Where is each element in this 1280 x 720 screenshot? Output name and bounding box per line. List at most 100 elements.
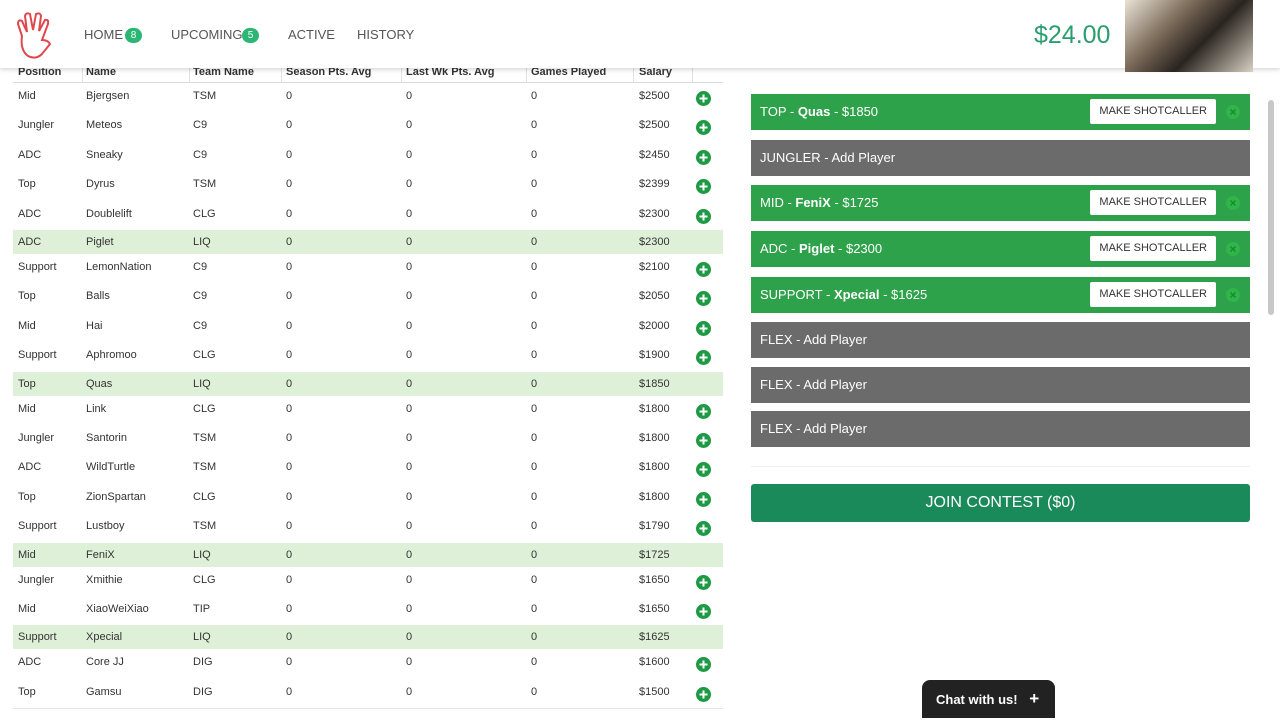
cell: Top xyxy=(18,377,36,390)
add-player-button[interactable] xyxy=(696,350,711,366)
slot-prefix: TOP - xyxy=(760,104,798,119)
remove-player-button[interactable] xyxy=(1226,242,1240,256)
cell: Mid xyxy=(18,603,36,615)
add-player-button[interactable] xyxy=(696,491,711,507)
column-header[interactable]: Salary xyxy=(639,66,673,78)
cell: FeniX xyxy=(86,548,115,561)
join-contest-button[interactable]: JOIN CONTEST ($0) xyxy=(751,484,1250,522)
cell: 0 xyxy=(531,148,538,161)
roster-slot[interactable]: FLEX - Add Player xyxy=(751,367,1250,403)
add-player-button[interactable] xyxy=(696,403,711,419)
chat-widget[interactable]: Chat with us! + xyxy=(922,680,1055,718)
cell: $2100 xyxy=(639,261,670,273)
cell: Mid xyxy=(18,90,36,102)
cell: Doublelift xyxy=(86,207,132,220)
make-shotcaller-button[interactable]: MAKE SHOTCALLER xyxy=(1090,282,1216,307)
cell: Mid xyxy=(18,319,36,332)
add-player-button[interactable] xyxy=(696,208,711,224)
remove-player-button[interactable] xyxy=(1226,196,1240,210)
cell: 0 xyxy=(406,520,413,533)
roster-slot[interactable]: FLEX - Add Player xyxy=(751,411,1250,447)
cell: 0 xyxy=(531,656,538,669)
add-player-button[interactable] xyxy=(696,179,711,195)
player-row xyxy=(13,283,723,314)
player-row xyxy=(13,649,723,680)
cell: ADC xyxy=(18,461,42,474)
nav-item[interactable]: HOME xyxy=(84,27,123,42)
make-shotcaller-button[interactable]: MAKE SHOTCALLER xyxy=(1090,99,1216,124)
cell: $1500 xyxy=(639,685,670,698)
column-header[interactable]: Team Name xyxy=(193,66,254,78)
cell: 0 xyxy=(531,603,538,615)
nav-item[interactable]: UPCOMING xyxy=(171,27,243,42)
cell: $2500 xyxy=(639,119,670,132)
cell: 0 xyxy=(531,290,538,303)
add-player-button[interactable] xyxy=(696,120,711,136)
slot-label: FLEX - Add Player xyxy=(760,421,867,436)
nav-item[interactable]: HISTORY xyxy=(357,27,415,42)
cell: 0 xyxy=(286,119,293,132)
cell: LIQ xyxy=(193,631,211,644)
cell: 0 xyxy=(286,402,293,415)
cell: Top xyxy=(18,490,36,503)
add-player-button[interactable] xyxy=(696,320,711,336)
add-player-button[interactable] xyxy=(696,462,711,478)
cell: 0 xyxy=(286,178,293,191)
roster-slot[interactable]: FLEX - Add Player xyxy=(751,322,1250,358)
cell: 0 xyxy=(286,207,293,220)
roster-slot: TOP - Quas - $1850 MAKE SHOTCALLER xyxy=(751,94,1250,130)
avatar[interactable] xyxy=(1125,0,1253,72)
cell: $2300 xyxy=(639,236,670,248)
slot-player: Quas xyxy=(797,104,831,119)
remove-player-button[interactable] xyxy=(1226,288,1240,302)
add-player-button[interactable] xyxy=(696,91,711,106)
player-row xyxy=(13,371,723,397)
add-player-button[interactable] xyxy=(696,604,711,619)
cell: Top xyxy=(18,290,36,303)
player-row xyxy=(13,312,723,344)
column-header[interactable]: Last Wk Pts. Avg xyxy=(406,66,495,78)
cell: CLG xyxy=(193,349,216,362)
player-row xyxy=(13,566,723,597)
add-player-button[interactable] xyxy=(696,149,711,165)
cell: $2450 xyxy=(639,148,670,161)
cell: Aphromoo xyxy=(86,349,137,362)
slot-prefix: ADC - xyxy=(760,241,799,256)
cell: Santorin xyxy=(86,432,127,444)
column-header[interactable]: Position xyxy=(18,66,62,78)
slot-suffix: - $1625 xyxy=(879,287,928,302)
add-player-button[interactable] xyxy=(696,291,711,307)
add-player-button[interactable] xyxy=(696,433,711,448)
cell: CLG xyxy=(193,490,216,503)
roster-slot[interactable]: JUNGLER - Add Player xyxy=(751,140,1250,176)
make-shotcaller-button[interactable]: MAKE SHOTCALLER xyxy=(1090,190,1216,215)
add-player-button[interactable] xyxy=(696,686,711,702)
cell: 0 xyxy=(531,573,538,586)
cell: 0 xyxy=(286,461,293,474)
cell: ADC xyxy=(18,148,42,161)
cell: 0 xyxy=(286,631,293,644)
cell: 0 xyxy=(406,349,413,362)
nav-item[interactable]: ACTIVE xyxy=(288,27,335,42)
player-row xyxy=(13,112,723,143)
column-header[interactable]: Season Pts. Avg xyxy=(286,66,372,78)
cell: 0 xyxy=(531,520,538,533)
column-header[interactable]: Name xyxy=(86,66,116,78)
logo[interactable] xyxy=(14,10,56,62)
cell: 0 xyxy=(406,402,413,415)
cell: Jungler xyxy=(18,119,55,132)
add-player-button[interactable] xyxy=(696,657,711,673)
cell: 0 xyxy=(286,603,293,615)
slot-player: FeniX xyxy=(795,195,831,210)
balance: $24.00 xyxy=(1034,21,1111,49)
cell: 0 xyxy=(406,90,413,102)
cell: Jungler xyxy=(18,573,55,586)
column-header[interactable]: Games Played xyxy=(531,66,607,78)
add-player-button[interactable] xyxy=(696,262,711,277)
cell: LIQ xyxy=(193,548,211,561)
remove-player-button[interactable] xyxy=(1226,105,1240,119)
add-player-button[interactable] xyxy=(696,521,711,537)
add-player-button[interactable] xyxy=(696,574,711,590)
cell: $2000 xyxy=(639,319,670,332)
make-shotcaller-button[interactable]: MAKE SHOTCALLER xyxy=(1090,236,1216,261)
